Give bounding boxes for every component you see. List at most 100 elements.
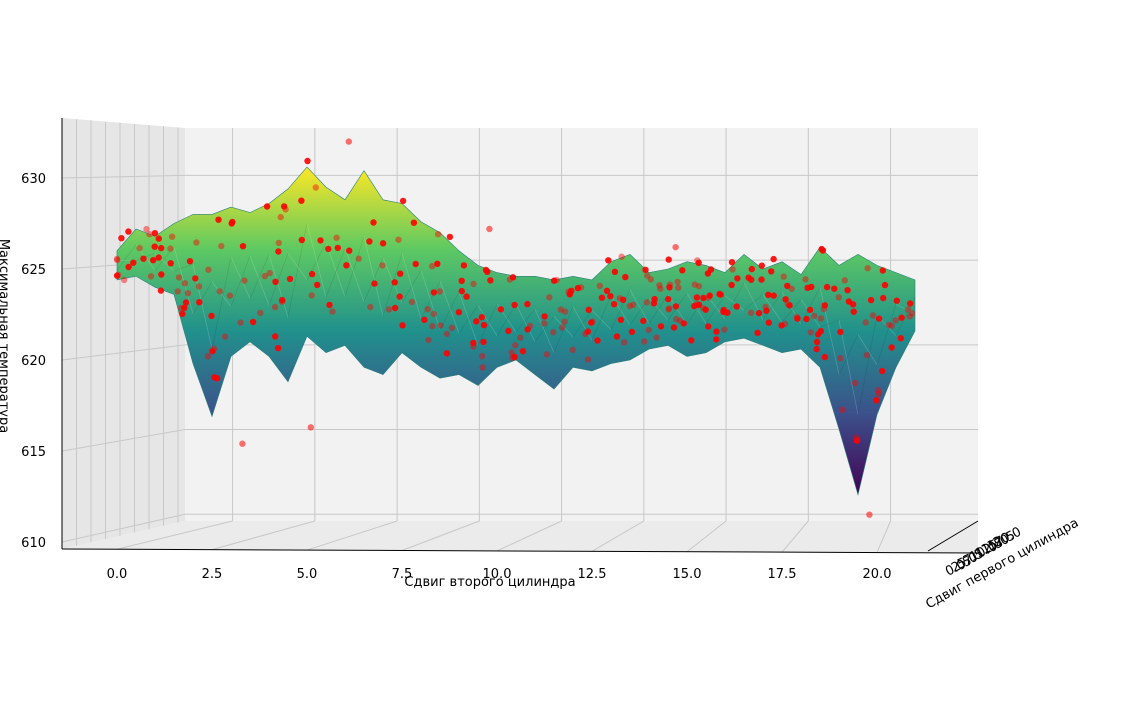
scatter-point — [508, 349, 515, 356]
scatter-point — [517, 334, 524, 341]
scatter-point — [174, 288, 181, 295]
scatter-point — [215, 216, 222, 223]
scatter-point — [228, 220, 235, 227]
scatter-point — [713, 336, 720, 343]
scatter-point — [811, 312, 818, 320]
surface-facet — [553, 316, 574, 338]
scatter-point — [620, 296, 627, 303]
scatter-point — [694, 257, 701, 264]
surface-facet — [439, 291, 460, 330]
surface-facet — [496, 303, 517, 336]
scatter-point — [408, 298, 416, 306]
scatter-point — [208, 312, 215, 320]
scatter-point — [647, 276, 654, 283]
scatter-point — [140, 255, 147, 262]
scatter-point — [237, 319, 244, 326]
scatter-point — [473, 318, 480, 325]
scatter-point — [705, 323, 712, 330]
scatter-point — [275, 239, 282, 247]
side-grid-line-0 — [61, 513, 186, 543]
surface-facet — [762, 291, 783, 321]
scatter-point — [794, 315, 801, 322]
surface-facet — [553, 306, 574, 353]
scatter-point — [844, 287, 851, 294]
scatter-point — [782, 296, 789, 303]
scatter-point — [399, 197, 407, 205]
scatter-point — [546, 294, 553, 301]
surface-facet — [572, 310, 593, 338]
scatter-point — [192, 275, 199, 282]
scatter-point — [114, 256, 121, 264]
scatter-point — [754, 329, 761, 336]
scatter-point — [397, 270, 404, 277]
scatter-point — [509, 354, 516, 361]
scatter-point — [881, 281, 889, 289]
x-tick-label: 20.0 — [863, 567, 892, 582]
scatter-point — [618, 253, 625, 260]
scatter-point — [279, 296, 286, 304]
scatter-point — [261, 272, 269, 280]
scatter-point — [821, 302, 828, 309]
scatter-point — [158, 271, 165, 278]
scatter-point — [425, 336, 432, 344]
scatter-point — [721, 326, 728, 333]
scatter-point — [675, 284, 682, 291]
scatter-point — [136, 244, 143, 252]
scatter-point — [168, 233, 176, 240]
surface-facet — [382, 253, 403, 317]
scatter-point — [130, 259, 137, 266]
scatter-point — [885, 321, 893, 329]
scatter-point — [263, 203, 271, 210]
scatter-point — [151, 243, 158, 250]
scatter-point — [193, 239, 200, 246]
scatter-point — [629, 301, 637, 308]
scatter-point — [745, 274, 752, 281]
scatter-point — [460, 262, 468, 269]
scatter-point — [804, 284, 811, 291]
scatter-point — [167, 245, 174, 252]
x-tick-label: 10.0 — [483, 567, 512, 582]
scatter-point — [644, 272, 651, 279]
floor-grid-line-0 — [116, 520, 233, 550]
scatter-point — [272, 278, 279, 285]
scatter-point — [657, 285, 664, 292]
scatter-point — [594, 337, 601, 344]
scatter-point — [396, 293, 403, 300]
floor-grid-line-3 — [401, 520, 480, 551]
surface-facet — [762, 294, 783, 323]
surface-facet — [116, 244, 137, 271]
scatter-point — [470, 280, 477, 288]
scatter-point — [304, 157, 311, 165]
scatter-point — [395, 236, 402, 243]
surface-facet — [363, 236, 384, 317]
z-tick-label: 615 — [21, 445, 46, 460]
scatter-point — [897, 335, 904, 342]
surface-facet — [230, 255, 251, 307]
floor-grid-line-4 — [496, 520, 562, 552]
scatter-point — [157, 287, 165, 294]
x-tick-label: 0.0 — [107, 567, 128, 582]
x-tick-label: 5.0 — [297, 567, 318, 582]
surface-facet — [591, 295, 612, 341]
scatter-point — [852, 379, 859, 387]
scatter-point — [470, 343, 477, 350]
scatter-point — [700, 294, 707, 302]
surface-facet — [173, 263, 194, 272]
scatter-point — [613, 333, 621, 340]
scatter-point — [906, 313, 913, 320]
scatter-point — [729, 266, 736, 273]
scatter-point — [820, 305, 827, 313]
scatter-point — [813, 345, 820, 353]
surface-facet — [325, 248, 346, 298]
scatter-point — [611, 268, 619, 275]
scatter-point — [146, 231, 153, 238]
surface-facet — [515, 304, 536, 342]
scatter-point — [728, 281, 735, 289]
scatter-point — [657, 323, 665, 330]
scatter-point — [125, 228, 132, 235]
surface-facet — [686, 293, 707, 324]
surface-facet — [192, 281, 213, 315]
scatter-point — [298, 197, 305, 204]
surface-facet — [819, 319, 840, 328]
